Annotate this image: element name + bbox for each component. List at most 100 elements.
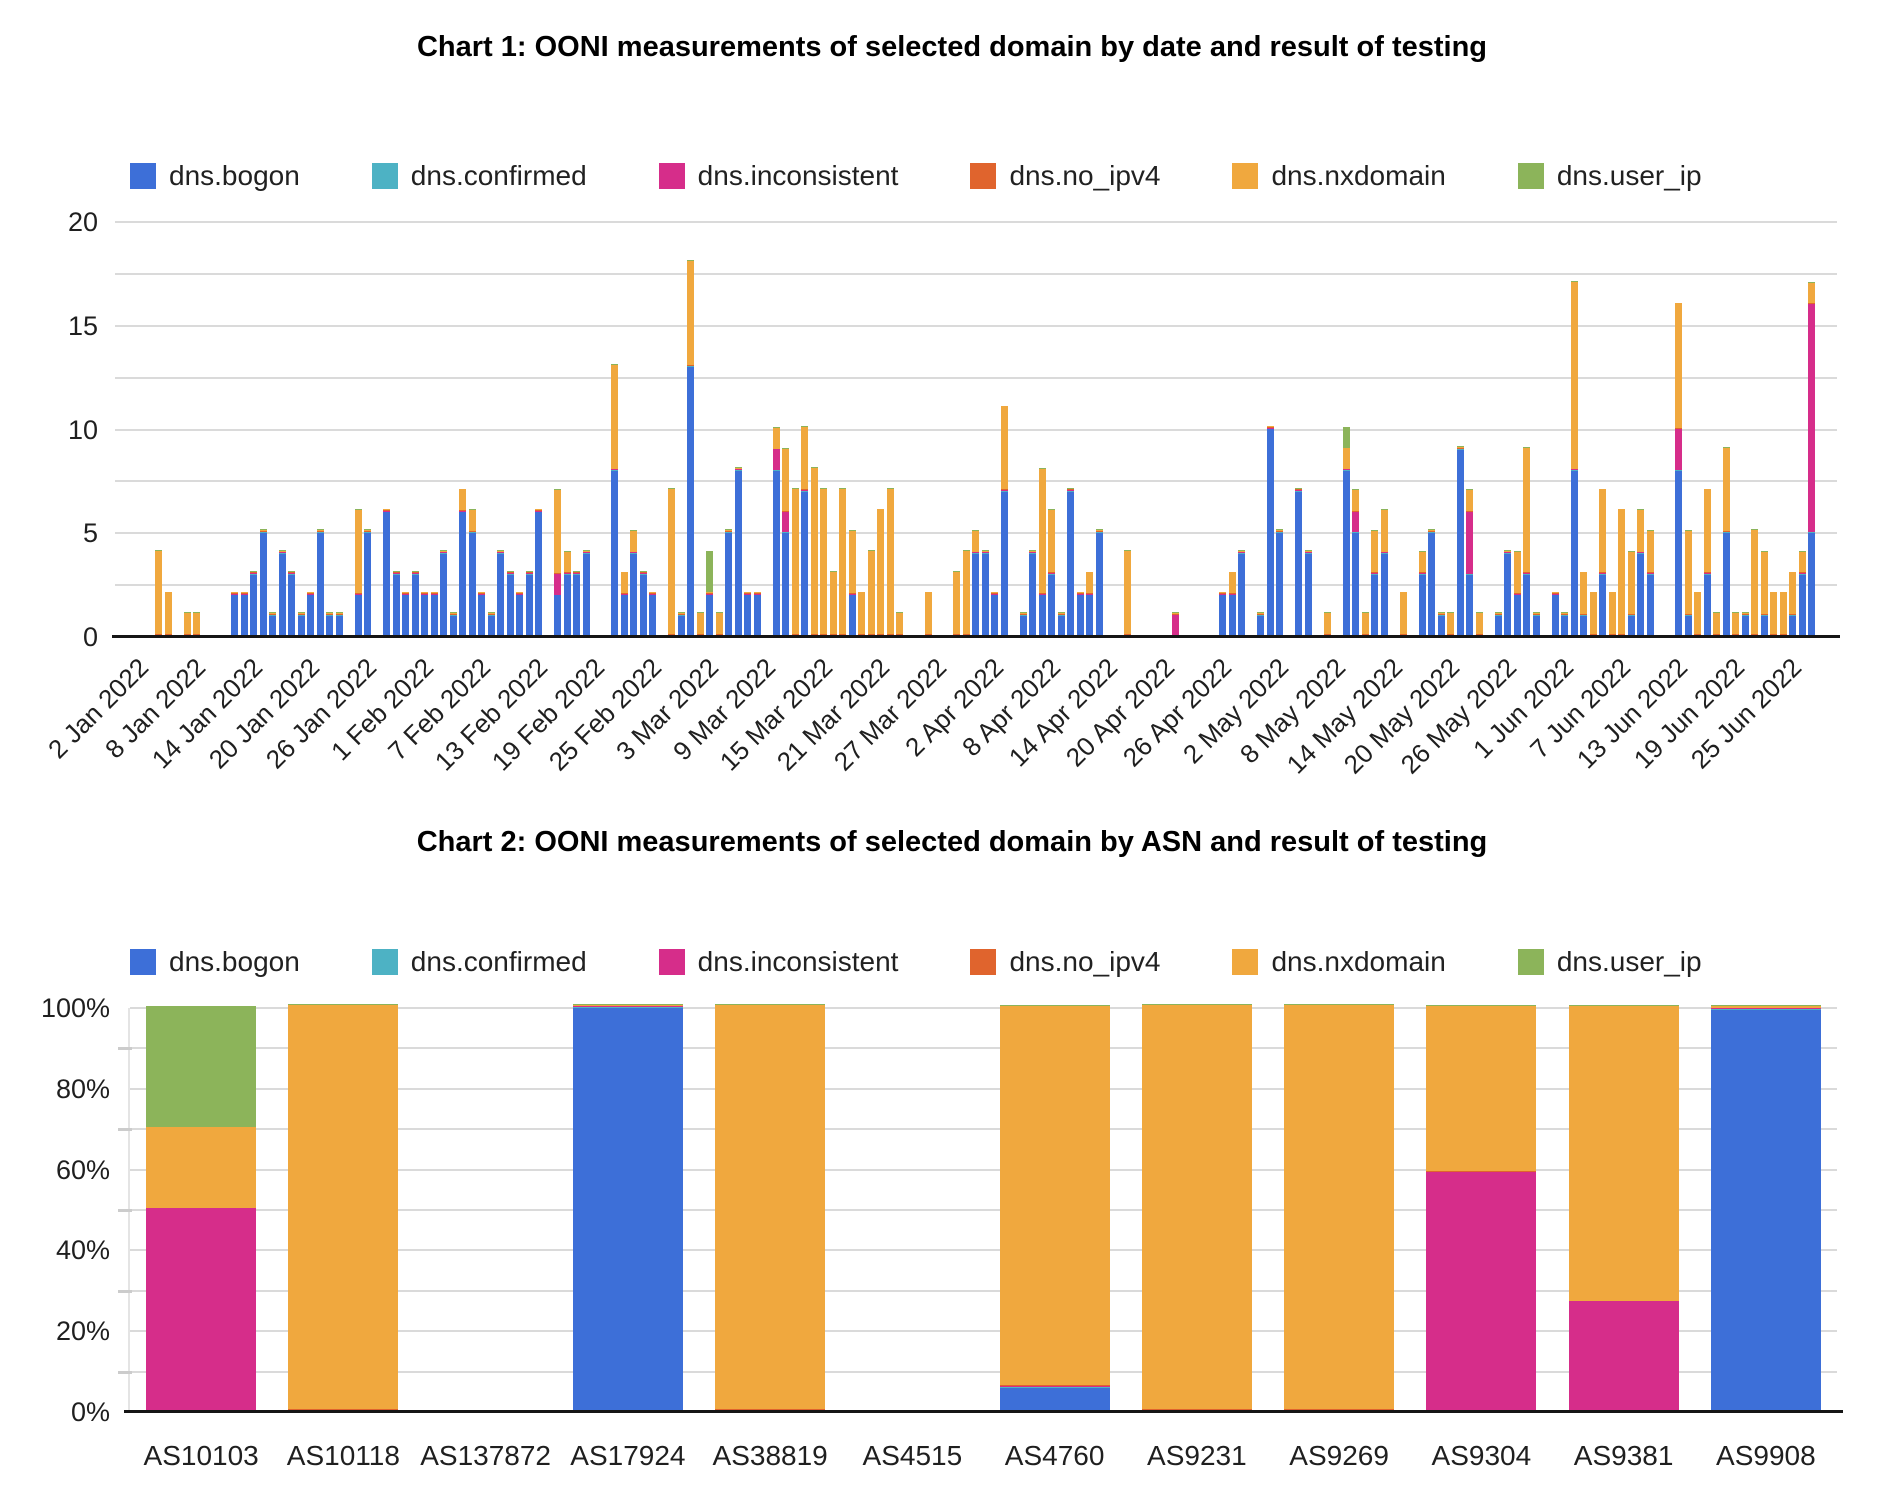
date-bar-day-140[interactable] bbox=[1447, 612, 1454, 637]
date-bar-day-35[interactable] bbox=[449, 612, 457, 637]
date-bar-day-73[interactable] bbox=[810, 467, 818, 637]
asn-bar-AS10118[interactable] bbox=[288, 1004, 399, 1412]
date-bar-day-157[interactable] bbox=[1608, 591, 1616, 638]
date-bar-day-155[interactable] bbox=[1589, 591, 1597, 638]
date-bar-day-89[interactable] bbox=[962, 550, 970, 637]
date-bar-day-25[interactable] bbox=[354, 509, 362, 637]
date-bar-day-75[interactable] bbox=[829, 570, 837, 637]
date-bar-day-120[interactable] bbox=[1257, 612, 1264, 637]
date-bar-day-72[interactable] bbox=[801, 426, 808, 637]
date-bar-day-138[interactable] bbox=[1428, 529, 1435, 637]
date-bar-day-106[interactable] bbox=[1124, 550, 1131, 637]
date-bar-day-159[interactable] bbox=[1627, 550, 1635, 637]
date-bar-day-33[interactable] bbox=[430, 591, 438, 638]
date-bar-day-173[interactable] bbox=[1760, 550, 1768, 637]
date-bar-day-38[interactable] bbox=[478, 591, 485, 638]
date-bar-day-18[interactable] bbox=[288, 570, 295, 637]
date-bar-day-131[interactable] bbox=[1361, 612, 1369, 637]
asn-bar-AS38819[interactable] bbox=[715, 1004, 826, 1412]
date-bar-day-32[interactable] bbox=[421, 591, 428, 638]
date-bar-day-148[interactable] bbox=[1523, 447, 1530, 637]
date-bar-day-169[interactable] bbox=[1722, 447, 1730, 637]
date-bar-day-59[interactable] bbox=[677, 612, 685, 637]
date-bar-day-142[interactable] bbox=[1466, 489, 1473, 637]
date-bar-day-8[interactable] bbox=[193, 612, 200, 637]
date-bar-day-90[interactable] bbox=[972, 530, 979, 637]
date-bar-day-54[interactable] bbox=[630, 530, 637, 637]
date-bar-day-166[interactable] bbox=[1694, 591, 1701, 638]
date-bar-day-154[interactable] bbox=[1580, 571, 1587, 637]
date-bar-day-41[interactable] bbox=[506, 570, 514, 637]
date-bar-day-160[interactable] bbox=[1637, 509, 1644, 637]
date-bar-day-175[interactable] bbox=[1779, 591, 1787, 638]
date-bar-day-7[interactable] bbox=[183, 612, 191, 637]
date-bar-day-111[interactable] bbox=[1171, 612, 1179, 637]
date-bar-day-39[interactable] bbox=[487, 612, 495, 637]
date-bar-day-125[interactable] bbox=[1304, 550, 1312, 637]
date-bar-day-62[interactable] bbox=[706, 550, 713, 637]
date-bar-day-178[interactable] bbox=[1808, 281, 1815, 637]
date-bar-day-17[interactable] bbox=[278, 550, 286, 637]
date-bar-day-77[interactable] bbox=[848, 530, 856, 637]
date-bar-day-76[interactable] bbox=[839, 487, 846, 637]
date-bar-day-156[interactable] bbox=[1599, 488, 1606, 637]
date-bar-day-130[interactable] bbox=[1352, 489, 1359, 637]
date-bar-day-23[interactable] bbox=[335, 612, 343, 637]
date-bar-day-145[interactable] bbox=[1494, 612, 1502, 637]
date-bar-day-14[interactable] bbox=[250, 570, 257, 637]
date-bar-day-80[interactable] bbox=[877, 508, 884, 638]
date-bar-day-167[interactable] bbox=[1703, 488, 1711, 637]
date-bar-day-153[interactable] bbox=[1570, 281, 1578, 637]
date-bar-day-67[interactable] bbox=[753, 591, 761, 638]
date-bar-day-116[interactable] bbox=[1219, 591, 1226, 638]
date-bar-day-141[interactable] bbox=[1456, 446, 1464, 637]
date-bar-day-60[interactable] bbox=[687, 260, 694, 637]
date-bar-day-137[interactable] bbox=[1418, 550, 1426, 637]
date-bar-day-42[interactable] bbox=[516, 591, 523, 638]
date-bar-day-56[interactable] bbox=[649, 591, 656, 638]
date-bar-day-88[interactable] bbox=[953, 570, 960, 637]
date-bar-day-79[interactable] bbox=[867, 550, 875, 637]
date-bar-day-30[interactable] bbox=[402, 591, 409, 638]
date-bar-day-133[interactable] bbox=[1380, 509, 1388, 637]
date-bar-day-52[interactable] bbox=[611, 364, 618, 637]
date-bar-day-158[interactable] bbox=[1618, 508, 1625, 638]
date-bar-day-170[interactable] bbox=[1732, 612, 1739, 637]
date-bar-day-69[interactable] bbox=[772, 427, 780, 637]
date-bar-day-5[interactable] bbox=[164, 591, 172, 638]
date-bar-day-29[interactable] bbox=[392, 570, 400, 637]
date-bar-day-82[interactable] bbox=[896, 612, 903, 637]
date-bar-day-71[interactable] bbox=[791, 487, 799, 637]
date-bar-day-31[interactable] bbox=[411, 570, 419, 637]
date-bar-day-44[interactable] bbox=[535, 508, 542, 638]
date-bar-day-4[interactable] bbox=[155, 550, 162, 637]
date-bar-day-47[interactable] bbox=[563, 550, 571, 637]
date-bar-day-127[interactable] bbox=[1323, 612, 1331, 637]
date-bar-day-98[interactable] bbox=[1048, 509, 1055, 637]
date-bar-day-66[interactable] bbox=[744, 591, 751, 638]
date-bar-day-146[interactable] bbox=[1504, 550, 1511, 637]
asn-bar-AS9381[interactable] bbox=[1568, 1004, 1679, 1412]
date-bar-day-93[interactable] bbox=[1000, 405, 1008, 637]
asn-bar-AS17924[interactable] bbox=[572, 1004, 683, 1412]
date-bar-day-81[interactable] bbox=[886, 487, 894, 637]
date-bar-day-177[interactable] bbox=[1798, 550, 1806, 637]
date-bar-day-15[interactable] bbox=[259, 529, 267, 637]
date-bar-day-74[interactable] bbox=[820, 487, 827, 637]
asn-bar-AS9304[interactable] bbox=[1426, 1004, 1537, 1412]
date-bar-day-132[interactable] bbox=[1371, 530, 1378, 637]
asn-bar-AS9269[interactable] bbox=[1284, 1004, 1395, 1412]
date-bar-day-28[interactable] bbox=[383, 508, 390, 638]
date-bar-day-64[interactable] bbox=[725, 529, 732, 637]
date-bar-day-135[interactable] bbox=[1399, 591, 1407, 638]
date-bar-day-43[interactable] bbox=[525, 570, 533, 637]
date-bar-day-22[interactable] bbox=[326, 612, 333, 637]
date-bar-day-49[interactable] bbox=[582, 550, 590, 637]
date-bar-day-53[interactable] bbox=[620, 571, 628, 637]
date-bar-day-147[interactable] bbox=[1513, 550, 1521, 637]
date-bar-day-63[interactable] bbox=[715, 612, 723, 637]
date-bar-day-37[interactable] bbox=[468, 509, 476, 637]
date-bar-day-121[interactable] bbox=[1266, 425, 1274, 638]
asn-bar-AS9231[interactable] bbox=[1141, 1004, 1252, 1412]
date-bar-day-100[interactable] bbox=[1067, 487, 1074, 637]
